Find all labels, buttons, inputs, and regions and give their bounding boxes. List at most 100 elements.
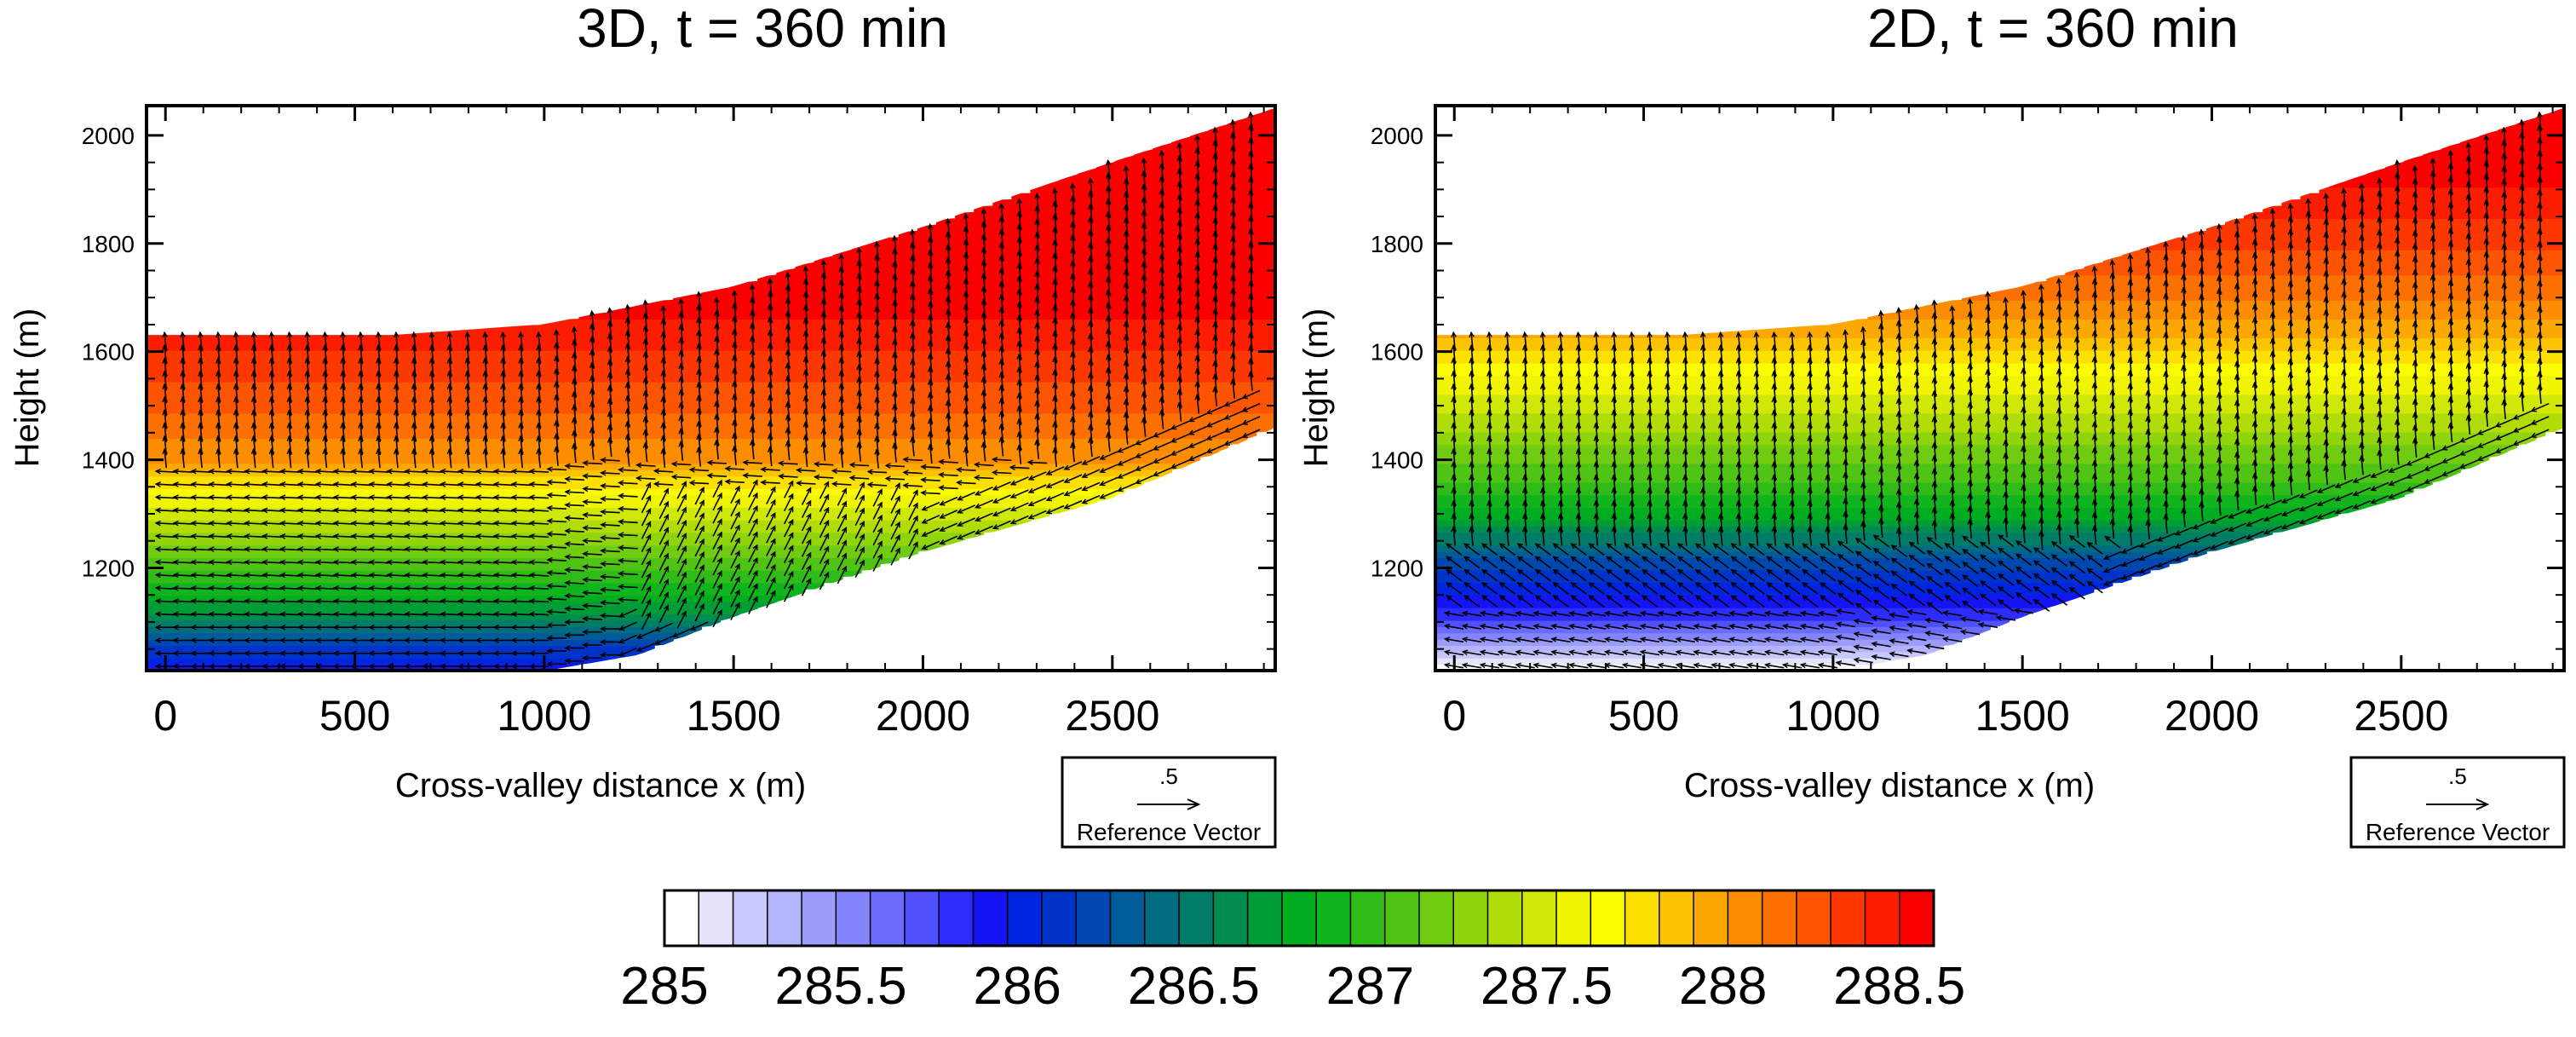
wind-vector-head <box>1550 662 1557 669</box>
wind-vector-head <box>752 596 758 602</box>
wind-vector-head <box>1676 556 1684 562</box>
wind-vector <box>1844 486 1848 505</box>
wind-vector <box>992 507 1011 516</box>
wind-vector <box>324 449 328 469</box>
wind-vector-head <box>1570 582 1577 588</box>
wind-vector-head <box>314 481 322 487</box>
wind-vector-head <box>1753 331 1760 338</box>
wind-vector <box>234 449 239 469</box>
wind-vector <box>1785 556 1801 569</box>
wind-vector-head <box>688 467 695 473</box>
wind-vector <box>840 279 844 299</box>
wind-vector <box>1054 292 1057 312</box>
wind-vector-head <box>1908 554 1915 561</box>
wind-vector <box>698 408 702 428</box>
wind-vector <box>1819 612 1838 617</box>
wind-vector <box>819 494 830 512</box>
wind-vector <box>712 519 722 537</box>
wind-vector <box>676 507 687 525</box>
wind-vector <box>1000 216 1004 236</box>
wind-vector <box>618 598 638 602</box>
wind-vector-head <box>404 494 411 501</box>
wind-vector <box>946 245 951 264</box>
wind-vector <box>982 234 986 254</box>
wind-vector-head <box>1730 582 1737 588</box>
wind-vector <box>822 377 826 396</box>
wind-vector-head <box>1766 568 1773 575</box>
wind-vector <box>1577 345 1581 365</box>
wind-vector <box>608 360 612 379</box>
wind-vector <box>1873 561 1890 573</box>
wind-vector <box>342 345 346 365</box>
wind-vector <box>992 494 1011 504</box>
wind-vector <box>730 498 740 517</box>
wind-vector <box>359 384 363 404</box>
wind-vector <box>766 578 776 596</box>
x-axis-label: Cross-valley distance x (m) <box>395 767 806 804</box>
wind-vector <box>395 371 399 390</box>
wind-vectors <box>154 111 1261 670</box>
wind-vector-head <box>457 637 464 643</box>
wind-vector-head <box>564 658 571 665</box>
wind-vector-head <box>386 481 393 487</box>
wind-vector-head <box>894 547 900 554</box>
wind-vector-head <box>1568 623 1575 630</box>
wind-vector <box>1000 294 1004 314</box>
wind-vector-head <box>1748 543 1755 550</box>
wind-vector-head <box>404 533 411 539</box>
wind-vector <box>1773 410 1777 429</box>
wind-vector <box>1711 637 1731 643</box>
wind-vector <box>1506 397 1509 417</box>
wind-vector <box>423 573 442 577</box>
wind-vector-head <box>510 598 517 604</box>
wind-vector <box>1623 664 1642 669</box>
wind-vector-head <box>510 572 517 579</box>
wind-vector <box>858 248 862 268</box>
wind-vector-head <box>646 598 652 605</box>
wind-vector <box>1702 345 1705 365</box>
wind-vector-head <box>332 520 339 527</box>
panel-title: 3D, t = 360 min <box>577 0 948 59</box>
wind-vector-head <box>1853 618 1860 625</box>
wind-vector-head <box>1027 500 1035 507</box>
wind-vector <box>280 561 300 564</box>
wind-vector <box>590 441 595 460</box>
wind-vector <box>1951 383 1955 403</box>
wind-vector-head <box>1908 593 1915 600</box>
wind-vector <box>324 397 328 417</box>
wind-vector <box>619 647 637 657</box>
wind-vector-head <box>208 481 215 487</box>
wind-vector <box>1880 441 1883 460</box>
wind-vector-head <box>404 585 411 591</box>
wind-vector <box>405 509 424 512</box>
wind-vector <box>458 573 478 577</box>
contour-band <box>1435 356 2564 364</box>
wind-vector <box>1142 340 1147 360</box>
wind-vector-head <box>422 624 428 631</box>
wind-vector <box>1737 475 1741 494</box>
wind-vector-head <box>716 544 722 551</box>
wind-vector <box>837 488 848 506</box>
wind-vector <box>654 636 673 645</box>
wind-vector <box>1749 595 1765 608</box>
wind-vector-head <box>1498 582 1506 588</box>
wind-vector-head <box>296 559 304 566</box>
wind-vector-head <box>510 494 517 501</box>
wind-vector <box>1897 347 1901 366</box>
contour-band <box>917 224 1275 232</box>
wind-vector-head <box>1843 329 1849 336</box>
wind-vector-head <box>806 578 812 585</box>
wind-vector <box>1737 514 1741 533</box>
wind-vector-head <box>1550 637 1557 642</box>
wind-vector <box>1773 345 1777 365</box>
wind-vector <box>1160 241 1164 261</box>
contour-band <box>147 412 1275 420</box>
wind-vector <box>1695 582 1712 595</box>
wind-vector <box>1470 423 1474 442</box>
wind-vector <box>1897 372 1901 392</box>
wind-vector <box>733 303 737 323</box>
wind-vector <box>1535 543 1551 556</box>
wind-vector <box>1072 287 1075 307</box>
wind-vector <box>234 436 239 456</box>
wind-vector <box>1463 582 1481 595</box>
